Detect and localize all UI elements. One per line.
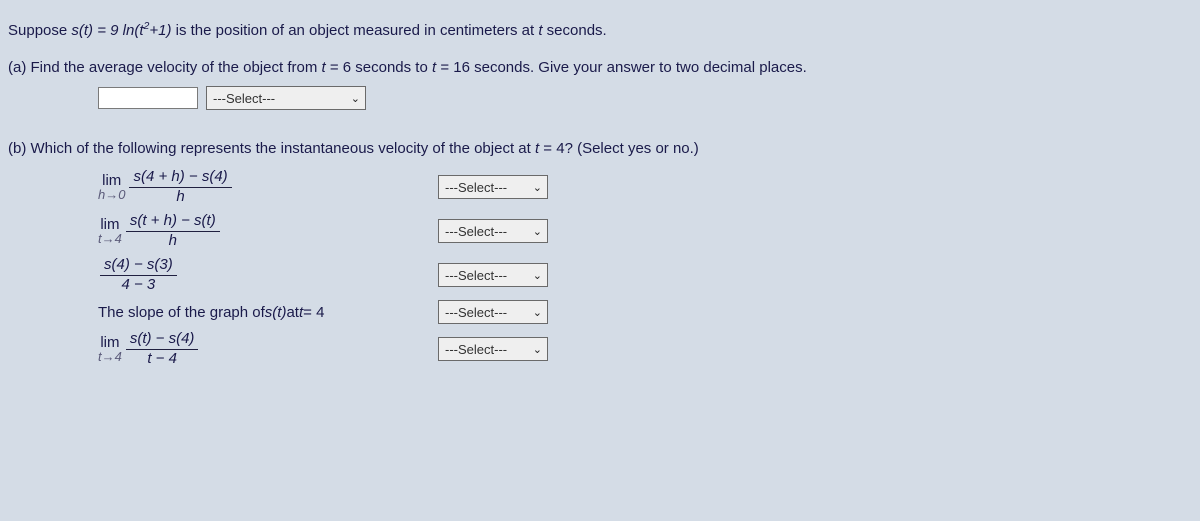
intro-pre: Suppose — [8, 22, 71, 39]
part-a-t2: = 16 seconds. Give your answer to two de… — [436, 59, 807, 76]
part-a-answer-row: ---Select--- ⌄ — [98, 86, 1192, 110]
option-4-expression: The slope of the graph of s(t) at t = 4 — [98, 304, 438, 321]
option-4-select[interactable]: ---Select--- — [438, 300, 548, 324]
opt4-mid: at — [286, 304, 299, 321]
option-row-3: s(4) − s(3) 4 − 3 ---Select--- ⌄ — [98, 253, 1192, 297]
opt4-post: = 4 — [303, 304, 324, 321]
frac-num: s(4) − s(3) — [100, 257, 177, 276]
frac-den: t − 4 — [143, 350, 181, 368]
unit-select-wrap: ---Select--- ⌄ — [206, 86, 366, 110]
frac-num: s(4 + h) − s(4) — [129, 169, 231, 188]
intro-rest: is the position of an object measured in… — [176, 22, 539, 39]
option-1-frac: s(4 + h) − s(4) h — [129, 169, 231, 205]
fn-post: +1) — [149, 22, 171, 39]
option-4-select-wrap: ---Select--- ⌄ — [438, 300, 548, 324]
lim-bot: h→0 — [98, 188, 125, 201]
option-row-4: The slope of the graph of s(t) at t = 4 … — [98, 297, 1192, 327]
option-row-2: lim t→4 s(t + h) − s(t) h ---Select--- ⌄ — [98, 209, 1192, 253]
frac-den: h — [165, 232, 181, 250]
option-row-5: lim t→4 s(t) − s(4) t − 4 ---Select--- ⌄ — [98, 327, 1192, 371]
option-2-select-wrap: ---Select--- ⌄ — [438, 219, 548, 243]
option-1-select-wrap: ---Select--- ⌄ — [438, 175, 548, 199]
unit-select[interactable]: ---Select--- — [206, 86, 366, 110]
option-3-select[interactable]: ---Select--- — [438, 263, 548, 287]
option-2-select[interactable]: ---Select--- — [438, 219, 548, 243]
option-1-select[interactable]: ---Select--- — [438, 175, 548, 199]
lim-top: lim — [100, 217, 119, 232]
option-2-expression: lim t→4 s(t + h) − s(t) h — [98, 213, 438, 249]
intro-rest2: seconds. — [543, 22, 607, 39]
lim-bot: t→4 — [98, 350, 122, 363]
option-5-expression: lim t→4 s(t) − s(4) t − 4 — [98, 331, 438, 367]
part-b-label: (b) Which of the following represents th… — [8, 140, 535, 157]
part-b-options: lim h→0 s(4 + h) − s(4) h ---Select--- ⌄… — [98, 165, 1192, 371]
option-2-frac: s(t + h) − s(t) h — [126, 213, 220, 249]
option-3-frac: s(4) − s(3) 4 − 3 — [100, 257, 177, 293]
option-2-lim: lim t→4 — [98, 217, 122, 245]
frac-den: h — [172, 188, 188, 206]
part-a-t1: = 6 seconds to — [326, 59, 432, 76]
option-row-1: lim h→0 s(4 + h) − s(4) h ---Select--- ⌄ — [98, 165, 1192, 209]
part-b: (b) Which of the following represents th… — [8, 140, 1192, 157]
option-5-frac: s(t) − s(4) t − 4 — [126, 331, 199, 367]
option-3-expression: s(4) − s(3) 4 − 3 — [98, 257, 438, 293]
option-5-select-wrap: ---Select--- ⌄ — [438, 337, 548, 361]
average-velocity-input[interactable] — [98, 87, 198, 109]
opt4-pre: The slope of the graph of — [98, 304, 265, 321]
option-1-lim: lim h→0 — [98, 173, 125, 201]
option-1-expression: lim h→0 s(4 + h) − s(4) h — [98, 169, 438, 205]
option-5-lim: lim t→4 — [98, 335, 122, 363]
lim-top: lim — [102, 173, 121, 188]
frac-den: 4 − 3 — [117, 276, 159, 294]
part-a-label: (a) Find the average velocity of the obj… — [8, 59, 321, 76]
frac-num: s(t) − s(4) — [126, 331, 199, 350]
lim-bot: t→4 — [98, 232, 122, 245]
opt4-fn: s(t) — [265, 304, 287, 321]
intro-function: s(t) = 9 ln(t2+1) — [71, 22, 175, 39]
problem-intro: Suppose s(t) = 9 ln(t2+1) is the positio… — [8, 20, 1192, 39]
part-a: (a) Find the average velocity of the obj… — [8, 59, 1192, 110]
fn-text: s(t) = 9 ln(t — [71, 22, 143, 39]
part-b-tval: = 4? (Select yes or no.) — [539, 140, 699, 157]
frac-num: s(t + h) − s(t) — [126, 213, 220, 232]
option-3-select-wrap: ---Select--- ⌄ — [438, 263, 548, 287]
option-5-select[interactable]: ---Select--- — [438, 337, 548, 361]
lim-top: lim — [100, 335, 119, 350]
